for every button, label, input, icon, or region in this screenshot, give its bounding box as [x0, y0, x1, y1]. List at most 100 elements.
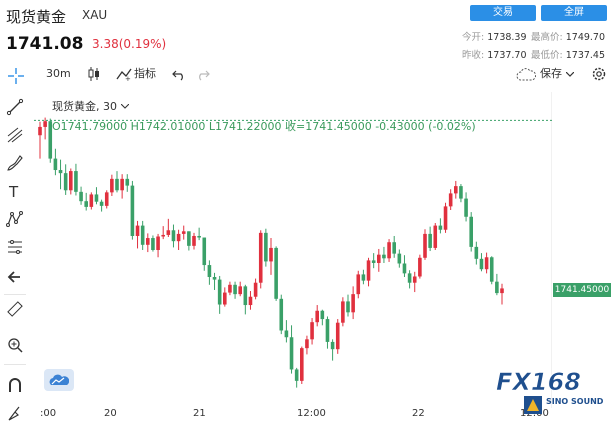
candle-body — [258, 232, 263, 283]
candle-body — [484, 257, 489, 270]
candle-body — [197, 235, 201, 238]
candlestick-chart[interactable] — [34, 92, 552, 408]
svg-text:SINO SOUND: SINO SOUND — [546, 397, 604, 406]
candle-body — [58, 170, 63, 174]
candle-body — [464, 198, 468, 217]
x-tick-label: 12:00 — [297, 408, 326, 419]
candle-body — [79, 191, 83, 202]
cloud-icon[interactable] — [516, 68, 536, 81]
candle-body — [289, 337, 294, 370]
candle-body — [412, 276, 417, 283]
instrument-name: 现货黄金 — [6, 8, 67, 26]
zoom-in-icon[interactable] — [6, 336, 24, 354]
crosshair-icon[interactable] — [8, 68, 24, 84]
legend-chevron-icon[interactable] — [120, 103, 129, 110]
x-tick-label: 22 — [412, 408, 425, 419]
settings-gear-icon[interactable] — [591, 66, 607, 82]
candle-body — [387, 242, 391, 259]
candle-body — [454, 186, 458, 194]
redo-icon[interactable] — [196, 67, 210, 81]
candle-body — [325, 319, 330, 342]
candle-body — [202, 237, 207, 266]
measure-icon[interactable] — [6, 238, 24, 256]
drawing-toolbar: T — [0, 88, 32, 427]
undo-icon[interactable] — [172, 67, 186, 81]
indicators-button[interactable]: 指标 — [134, 67, 156, 80]
candle-body — [479, 258, 484, 270]
candle-body — [94, 194, 99, 202]
candle-body — [371, 260, 376, 263]
arrow-left-icon[interactable] — [6, 268, 24, 286]
candle-body — [207, 265, 212, 278]
brush-icon[interactable] — [6, 154, 24, 172]
candle-body — [69, 171, 73, 191]
candle-body — [495, 281, 499, 294]
lock-drawing-icon[interactable] — [6, 404, 24, 422]
legend-symbol: 现货黄金 — [52, 100, 96, 113]
save-button[interactable]: 保存 — [540, 67, 562, 80]
current-price: 1741.08 — [6, 34, 84, 54]
pattern-icon[interactable] — [6, 210, 24, 228]
candle-body — [89, 194, 94, 207]
candle-body — [125, 178, 130, 186]
legend-interval: 30 — [103, 100, 117, 113]
candle-body — [392, 242, 396, 254]
candle-body — [361, 274, 366, 281]
candle-body — [366, 260, 371, 281]
candle-body — [500, 288, 504, 294]
stat-open-label: 今开: — [462, 32, 485, 43]
candle-body — [161, 234, 165, 237]
candle-body — [459, 186, 463, 199]
candle-body — [48, 121, 53, 159]
candle-body — [243, 286, 248, 306]
chart-legend-title: 现货黄金, 30 — [52, 98, 129, 114]
stat-prev-label: 昨收: — [462, 50, 485, 61]
candle-body — [438, 225, 443, 230]
candle-body — [402, 263, 407, 274]
stat-low: 最低价: 1737.45 — [531, 47, 605, 61]
candle-body — [310, 322, 314, 340]
candle-body — [407, 273, 412, 283]
stat-high-label: 最高价: — [531, 32, 563, 43]
indicator-icon[interactable]: + — [116, 67, 132, 81]
ruler-icon[interactable] — [6, 300, 24, 318]
candle-body — [217, 279, 222, 305]
candle-body — [284, 330, 289, 338]
trend-line-icon[interactable] — [6, 98, 24, 116]
svg-text:+: + — [125, 75, 131, 81]
candle-body — [274, 247, 278, 299]
chevron-down-icon[interactable] — [566, 72, 574, 78]
stat-open: 今开: 1738.39 — [462, 29, 527, 43]
candle-body — [238, 286, 242, 295]
candle-body — [63, 173, 68, 191]
candle-body — [418, 257, 422, 277]
chart-logo-button[interactable] — [44, 369, 74, 391]
stat-prev-value: 1737.70 — [487, 50, 527, 61]
candle-body — [433, 225, 438, 248]
candle-body — [489, 257, 494, 282]
candle-type-icon[interactable] — [87, 66, 101, 82]
pitchfork-icon[interactable] — [6, 126, 24, 144]
fullscreen-button[interactable]: 全屏 — [541, 5, 607, 21]
candle-body — [423, 233, 427, 258]
candle-body — [346, 301, 350, 313]
stat-high-value: 1749.70 — [565, 32, 606, 43]
cloud-logo-icon — [49, 374, 69, 385]
fx168-logo: FX168 SINO SOUND — [496, 368, 604, 414]
candles-layer — [38, 117, 504, 388]
candle-body — [146, 238, 150, 245]
candle-body — [187, 231, 191, 246]
candle-body — [305, 339, 309, 349]
magnet-icon[interactable] — [6, 376, 24, 394]
trade-button[interactable]: 交易 — [470, 5, 536, 21]
stat-low-label: 最低价: — [531, 50, 563, 61]
candle-body — [53, 158, 58, 171]
interval-selector[interactable]: 30m — [46, 67, 71, 80]
candle-body — [135, 225, 140, 236]
candle-body — [253, 282, 258, 297]
chart-legend-ohlc: O1741.79000 H1742.01000 L1741.22000 收=17… — [52, 120, 476, 133]
candle-body — [176, 233, 181, 242]
stat-prev-close: 昨收: 1737.70 — [462, 47, 527, 61]
candle-body — [448, 193, 453, 207]
text-tool-icon[interactable]: T — [6, 182, 24, 200]
